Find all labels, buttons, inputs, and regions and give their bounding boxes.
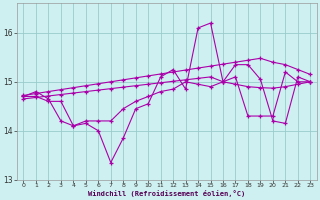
X-axis label: Windchill (Refroidissement éolien,°C): Windchill (Refroidissement éolien,°C) (88, 190, 245, 197)
